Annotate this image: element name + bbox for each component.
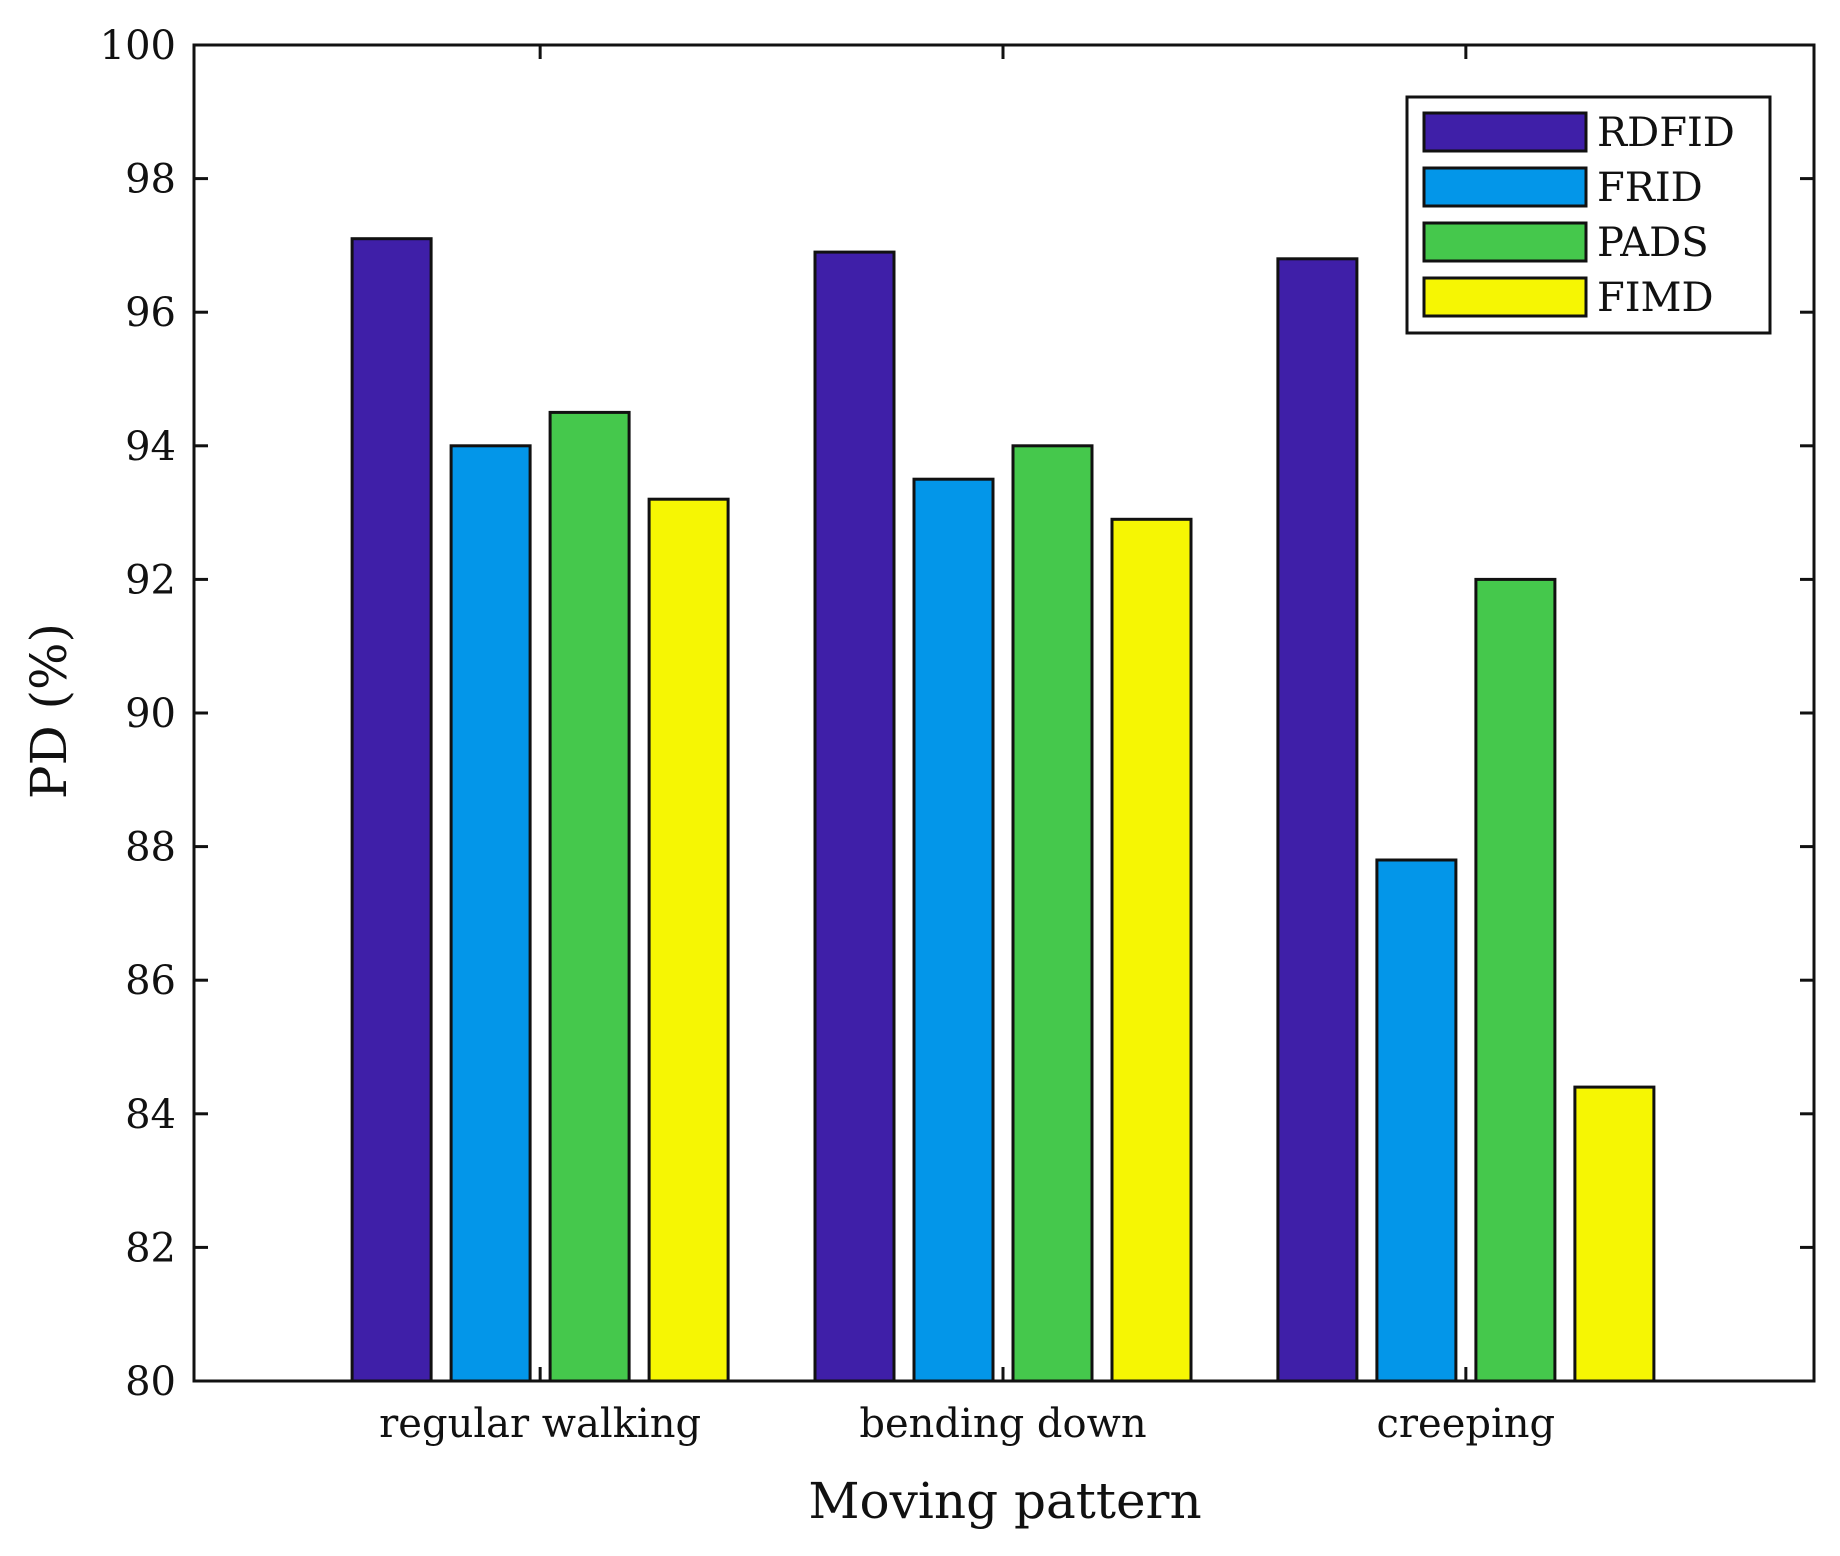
- legend-label-fimd: FIMD: [1597, 275, 1714, 321]
- y-tick-label: 100: [100, 23, 176, 69]
- y-tick-label: 88: [125, 825, 176, 871]
- x-tick-label: regular walking: [379, 1401, 701, 1447]
- y-tick-label: 92: [125, 557, 176, 603]
- legend-label-pads: PADS: [1597, 220, 1709, 266]
- y-tick-label: 96: [125, 290, 176, 336]
- bar-frid-regular-walking: [449, 444, 532, 1383]
- y-tick-label: 98: [125, 157, 176, 203]
- x-tick-label: bending down: [859, 1401, 1146, 1447]
- bar-rdfid-regular-walking: [350, 237, 433, 1383]
- x-tick-label: creeping: [1377, 1401, 1556, 1447]
- bar-pads-creeping: [1474, 577, 1557, 1383]
- axes-layer: 80 82 84 86 88 90 92 94 96 98 100 regular walking be…: [100, 23, 1816, 1447]
- bars-layer: [350, 237, 1656, 1383]
- bar-fimd-bending-down: [1110, 517, 1193, 1383]
- legend-swatch-frid: [1422, 166, 1588, 208]
- y-tick-label: 80: [125, 1359, 176, 1405]
- bar-pads-regular-walking: [548, 410, 631, 1383]
- bar-frid-bending-down: [912, 477, 995, 1383]
- y-tick-label: 86: [125, 958, 176, 1004]
- legend-label-rdfid: RDFID: [1597, 110, 1735, 156]
- bar-fimd-creeping: [1573, 1085, 1656, 1383]
- bar-rdfid-bending-down: [813, 250, 896, 1383]
- bar-pads-bending-down: [1011, 444, 1094, 1383]
- bar-rdfid-creeping: [1276, 257, 1359, 1383]
- y-tick-label: 82: [125, 1225, 176, 1271]
- legend-swatch-pads: [1422, 221, 1588, 263]
- legend-swatch-rdfid: [1422, 111, 1588, 153]
- y-tick-label: 94: [125, 424, 176, 470]
- legend-label-frid: FRID: [1597, 165, 1703, 211]
- bar-frid-creeping: [1375, 858, 1458, 1383]
- y-tick-label: 84: [125, 1092, 176, 1138]
- legend: RDFID FRID PADS FIMD: [1405, 95, 1772, 335]
- x-axis-title: Moving pattern: [808, 1472, 1201, 1530]
- y-axis-title: PD (%): [20, 623, 78, 799]
- bar-fimd-regular-walking: [647, 497, 730, 1383]
- legend-swatch-fimd: [1422, 276, 1588, 318]
- y-tick-label: 90: [125, 691, 176, 737]
